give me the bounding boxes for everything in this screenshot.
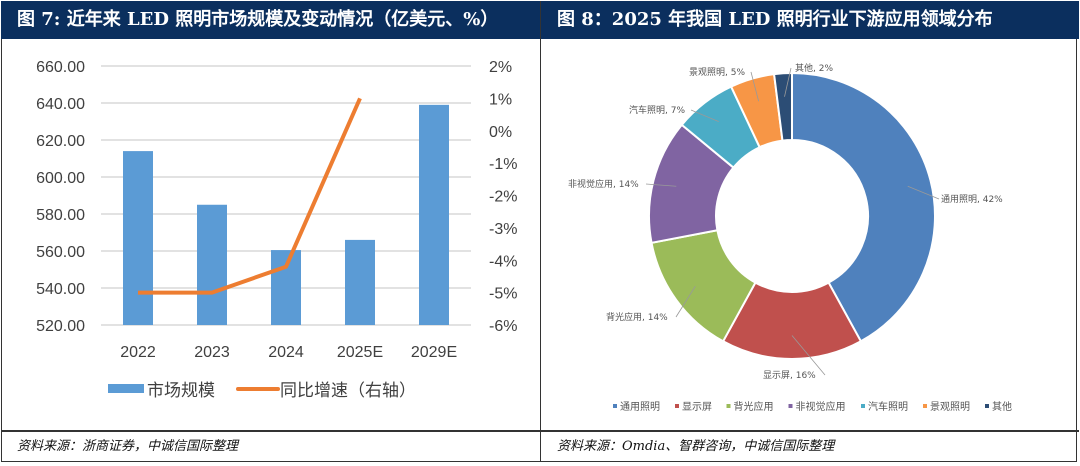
left-axis-tick: 660.00 [36, 59, 85, 76]
market-size-chart: 520.00 540.00 560.00 580.00 600.00 620.00 640.… [36, 59, 517, 401]
legend-label: 非视觉应用 [796, 400, 846, 413]
left-axis-tick: 580.00 [36, 207, 85, 224]
leader-line [645, 183, 677, 187]
slice-label: 通用照明, 42% [941, 194, 1003, 205]
slice-label: 显示屏, 16% [763, 370, 816, 381]
left-panel: 图 7: 近年来 LED 照明市场规模及变动情况（亿美元、%） 520.00 54… [1, 1, 540, 462]
right-axis-tick: -2% [489, 189, 517, 206]
legend-label: 显示屏 [682, 401, 712, 413]
right-axis-tick: 2% [489, 59, 512, 76]
x-axis-tick: 2023 [194, 344, 230, 361]
legend-swatch [788, 404, 793, 408]
legend-label: 景观照明 [930, 401, 970, 413]
legend-label: 汽车照明 [868, 400, 908, 413]
right-axis-tick: 1% [489, 91, 512, 108]
left-axis-tick: 560.00 [36, 244, 85, 261]
legend-bar-swatch [108, 384, 144, 393]
left-title: 图 7: 近年来 LED 照明市场规模及变动情况（亿美元、%） [1, 1, 540, 39]
legend-line-label: 同比增速（右轴） [280, 381, 416, 401]
leader-line [690, 109, 719, 122]
legend-swatch [923, 404, 927, 408]
left-axis-tick: 640.00 [36, 96, 85, 113]
bar-2025E [345, 239, 375, 325]
slice-通用照明 [791, 71, 936, 343]
x-axis-tick: 2024 [268, 344, 304, 361]
right-axis-tick: 0% [489, 124, 512, 141]
leader-line [791, 335, 826, 376]
legend-label: 通用照明 [620, 401, 660, 413]
bar-2029E [419, 104, 449, 325]
slice-label: 背光应用, 14% [606, 311, 668, 323]
bar-2022 [123, 151, 153, 325]
leader-line [675, 286, 696, 318]
slice-label: 其他, 2% [795, 62, 833, 74]
slice-label: 非视觉应用, 14% [568, 178, 639, 190]
slice-label: 景观照明, 5% [689, 67, 745, 78]
legend-swatch [985, 404, 989, 408]
right-title: 图 8：2025 年我国 LED 照明行业下游应用领域分布 [541, 1, 1079, 39]
leader-line [907, 185, 940, 200]
legend-swatch [613, 404, 617, 408]
bar-2024 [271, 250, 301, 325]
bar-2023 [197, 204, 227, 325]
leader-line [784, 67, 792, 97]
legend-label: 其他 [992, 400, 1012, 413]
application-share-chart: 通用照明, 42% 显示屏, 16% 背光应用, 14% 非视觉应用, 14% 汽车照明… [568, 62, 1012, 413]
leader-line [750, 71, 760, 102]
growth-line [138, 97, 362, 295]
legend-swatch [675, 404, 679, 408]
right-axis-tick: -1% [489, 156, 517, 173]
right-source: 资料来源：Omdia、智群咨询，中诚信国际整理 [541, 430, 1079, 464]
right-axis-tick: -6% [489, 318, 517, 335]
left-axis-tick: 520.00 [36, 318, 85, 335]
slice-label: 汽车照明, 7% [629, 104, 685, 116]
x-axis-tick: 2029E [411, 344, 457, 361]
right-axis-tick: -5% [489, 286, 517, 303]
left-source: 资料来源：浙商证券，中诚信国际整理 [1, 430, 540, 464]
left-axis-tick: 540.00 [36, 281, 85, 298]
legend-label: 背光应用 [734, 400, 774, 413]
legend-bar-label: 市场规模 [147, 381, 215, 401]
slice-其他 [772, 71, 793, 142]
x-axis-tick: 2022 [120, 344, 156, 361]
legend-swatch [861, 404, 865, 408]
x-axis-tick: 2025E [337, 344, 383, 361]
legend-swatch [726, 404, 731, 408]
left-axis-tick: 620.00 [36, 133, 85, 150]
left-axis-tick: 600.00 [36, 170, 85, 187]
right-panel: 图 8：2025 年我国 LED 照明行业下游应用领域分布 通用照明, 42% 显… [540, 1, 1079, 462]
right-axis-tick: -4% [489, 253, 517, 270]
right-axis-tick: -3% [489, 221, 517, 238]
